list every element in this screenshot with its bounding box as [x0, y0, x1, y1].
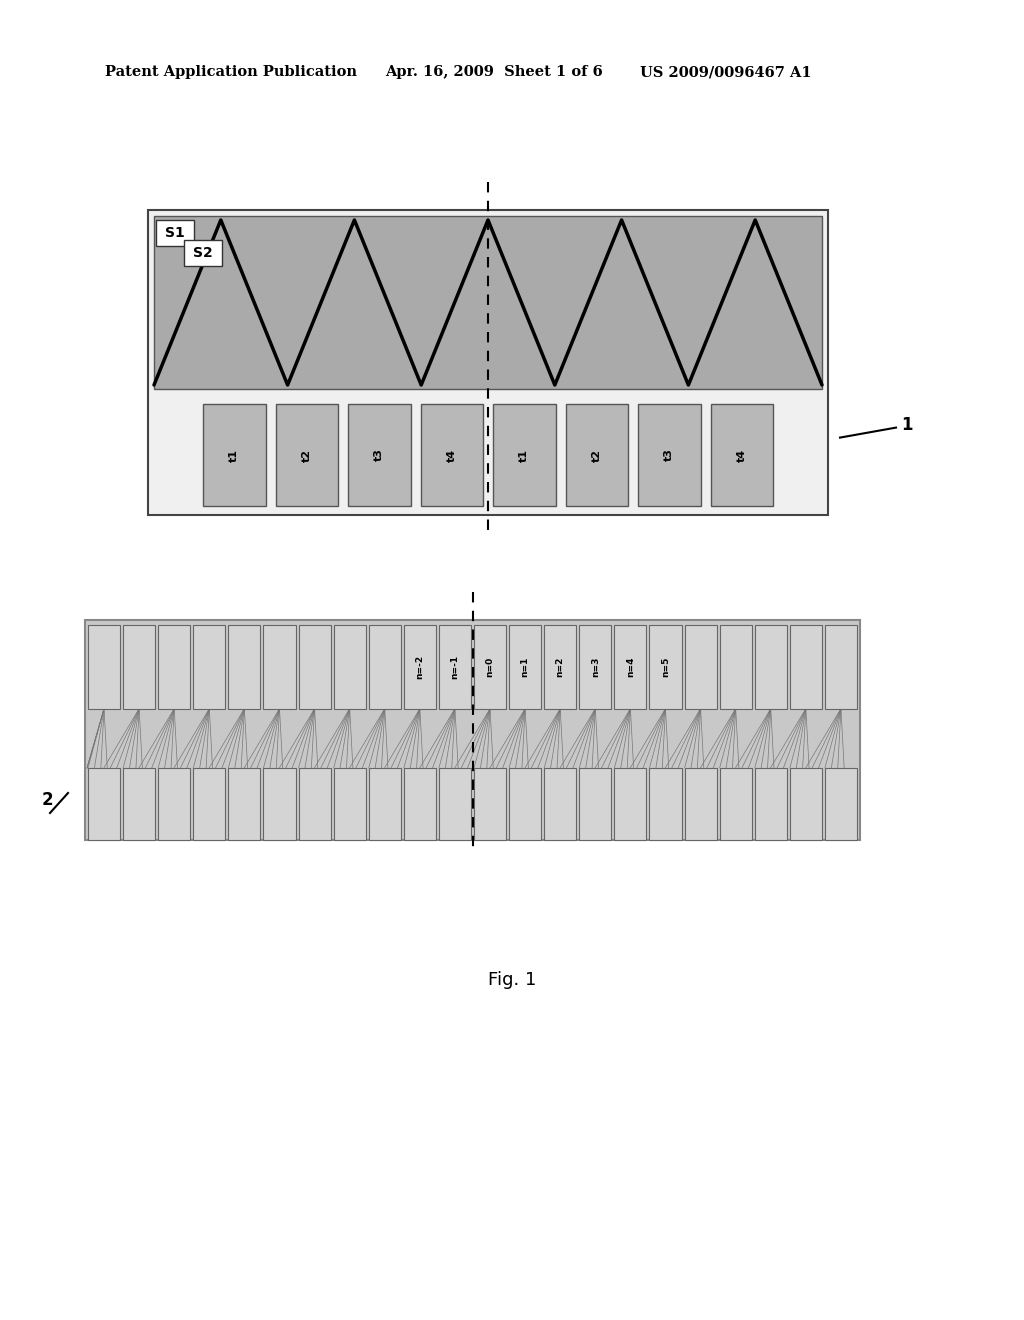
Text: n=3: n=3	[591, 656, 600, 677]
Text: n=2: n=2	[556, 656, 564, 677]
Bar	[369, 624, 400, 709]
Text: t2: t2	[302, 449, 311, 462]
Bar	[638, 404, 700, 506]
Text: t3: t3	[665, 449, 674, 462]
Text: US 2009/0096467 A1: US 2009/0096467 A1	[640, 65, 812, 79]
Bar	[755, 624, 786, 709]
Bar	[194, 768, 225, 840]
Bar	[439, 768, 471, 840]
Bar	[299, 624, 331, 709]
Bar	[158, 624, 190, 709]
Bar	[369, 768, 400, 840]
Bar	[580, 768, 611, 840]
Bar	[614, 768, 646, 840]
Text: S2: S2	[194, 246, 213, 260]
Bar	[203, 404, 265, 506]
Bar	[755, 768, 786, 840]
Bar	[184, 240, 222, 267]
Bar	[403, 768, 436, 840]
Bar	[544, 624, 577, 709]
Text: t3: t3	[374, 449, 384, 462]
Bar	[403, 624, 436, 709]
Bar	[299, 768, 331, 840]
Bar	[158, 768, 190, 840]
Bar	[649, 768, 682, 840]
Text: Apr. 16, 2009  Sheet 1 of 6: Apr. 16, 2009 Sheet 1 of 6	[385, 65, 603, 79]
Text: t4: t4	[446, 449, 457, 462]
Text: n=-1: n=-1	[451, 655, 460, 678]
Bar	[544, 768, 577, 840]
Bar	[228, 768, 260, 840]
Bar	[275, 404, 338, 506]
Text: t2: t2	[592, 449, 602, 462]
Bar	[148, 210, 828, 515]
Bar	[88, 624, 120, 709]
Bar	[263, 768, 296, 840]
Bar	[509, 624, 541, 709]
Text: n=4: n=4	[626, 656, 635, 677]
Bar	[154, 216, 822, 389]
Bar	[88, 768, 120, 840]
Bar	[348, 404, 411, 506]
Bar	[85, 620, 860, 840]
Bar	[509, 768, 541, 840]
Text: t4: t4	[736, 449, 746, 462]
Bar	[474, 624, 506, 709]
Bar	[123, 768, 156, 840]
Text: n=5: n=5	[662, 656, 670, 677]
Bar	[711, 404, 773, 506]
Bar	[649, 624, 682, 709]
Text: Patent Application Publication: Patent Application Publication	[105, 65, 357, 79]
Text: t1: t1	[229, 449, 240, 462]
Bar	[123, 624, 156, 709]
Text: n=0: n=0	[485, 656, 495, 677]
Bar	[685, 768, 717, 840]
Bar	[614, 624, 646, 709]
Text: n=-2: n=-2	[416, 655, 424, 678]
Bar	[439, 624, 471, 709]
Text: n=1: n=1	[520, 656, 529, 677]
Bar	[263, 624, 296, 709]
Bar	[720, 768, 752, 840]
Bar	[825, 624, 857, 709]
Bar	[825, 768, 857, 840]
Bar	[474, 768, 506, 840]
Bar	[493, 404, 555, 506]
Bar	[685, 624, 717, 709]
Text: S1: S1	[165, 226, 185, 240]
Bar	[580, 624, 611, 709]
Bar	[565, 404, 628, 506]
Bar	[720, 624, 752, 709]
Text: t1: t1	[519, 449, 529, 462]
Text: 2: 2	[42, 791, 53, 809]
Bar	[790, 624, 822, 709]
Bar	[334, 624, 366, 709]
Bar	[194, 624, 225, 709]
Bar	[334, 768, 366, 840]
Bar	[421, 404, 483, 506]
Text: Fig. 1: Fig. 1	[487, 972, 537, 989]
Text: 1: 1	[901, 416, 912, 433]
Bar	[790, 768, 822, 840]
Bar	[156, 220, 194, 246]
Bar	[228, 624, 260, 709]
